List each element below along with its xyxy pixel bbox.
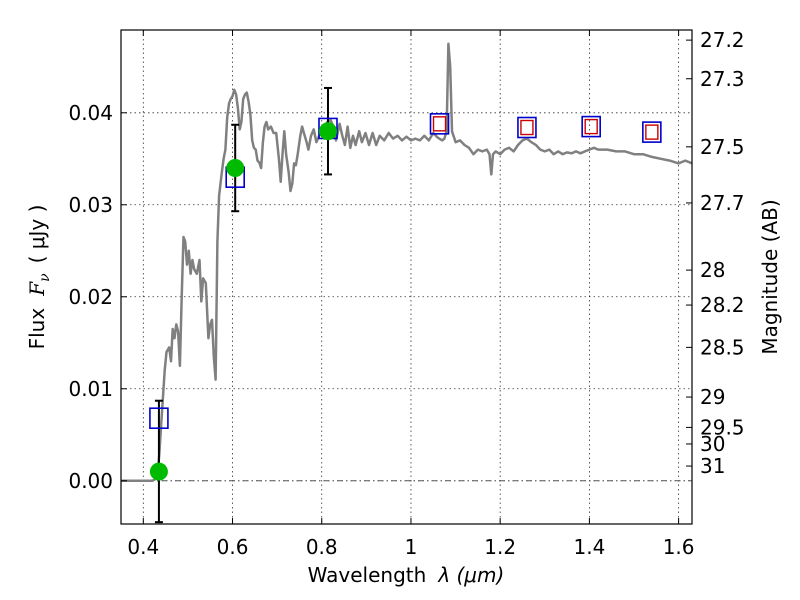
y-tick-label: 0.02 [68,285,113,309]
observed-marker [432,116,447,132]
x-axis-ticks: 0.4 0.6 0.8 1 1.2 1.4 1.6 [127,30,695,559]
model-photometry-marker [581,115,601,138]
y-axis-title-symbol: F [25,281,49,297]
x-axis-title-symbol: λ (μm) [437,563,504,587]
observed-marker [520,119,534,136]
observed-marker [645,124,659,140]
plot-frame [120,29,693,525]
y2-tick-label: 28.5 [700,335,745,359]
x-tick-label: 0.4 [127,535,159,559]
y-axis-title: Flux Fν ( μJy ) [25,205,53,350]
observed-detection-marker [318,122,337,141]
y-tick-label: 0.00 [68,469,113,493]
x-tick-label: 0.8 [306,535,338,559]
y2-tick-label: 28 [700,258,725,282]
y2-tick-label: 27.5 [700,135,745,159]
y-axis-title-text: Flux [25,308,49,350]
model-photometry-marker [149,407,169,430]
x-tick-label: 1.4 [573,535,605,559]
y-tick-label: 0.01 [68,377,113,401]
y-axis-title-subscript: ν [37,273,53,282]
y2-tick-label: 28.2 [700,293,745,317]
model-photometry-marker [642,121,662,143]
y-tick-label: 0.04 [68,101,113,125]
y2-tick-label: 30 [700,432,725,456]
x-axis-title: Wavelength λ (μm) [308,563,505,587]
y-axis-title-unit: ( μJy ) [25,205,49,264]
x-tick-label: 1.2 [484,535,516,559]
y2-tick-label: 29 [700,385,725,409]
markers [149,113,662,481]
y-tick-label: 0.03 [68,193,113,217]
model-photometry-marker [517,116,537,139]
x-tick-label: 1 [405,535,418,559]
observed-detection-marker [149,462,168,481]
y2-tick-label: 27.3 [700,67,745,91]
plot-area [121,30,692,524]
x-tick-label: 0.6 [217,535,249,559]
observed-marker [584,118,598,135]
x-tick-label: 1.6 [663,535,695,559]
y2-axis-title: Magnitude (AB) [758,199,782,354]
y2-tick-label: 31 [700,454,725,478]
y2-tick-label: 29.5 [700,415,745,439]
y2-tick-label: 27.7 [700,191,745,215]
observed-detection-marker [226,158,245,177]
model-photometry-marker [429,113,450,135]
x-axis-title-text: Wavelength [308,563,427,587]
y2-tick-label: 27.2 [700,28,745,52]
y-axis-ticks: 0.00 0.01 0.02 0.03 0.04 [68,101,127,493]
